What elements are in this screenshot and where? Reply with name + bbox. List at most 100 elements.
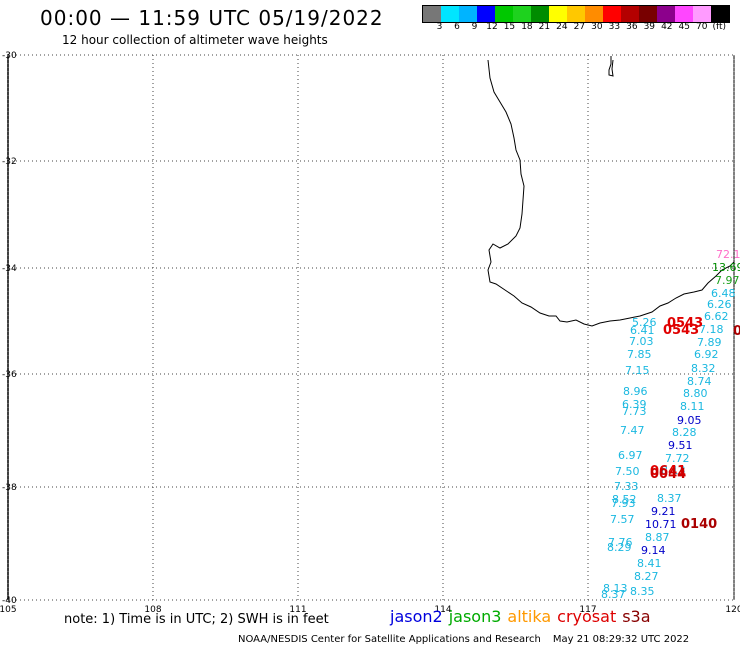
scale-label: 18 bbox=[521, 22, 533, 32]
satellite-legend: jason2 jason3 altika cryosat s3a bbox=[390, 607, 657, 626]
color-scale-bar bbox=[422, 5, 730, 23]
scale-swatch bbox=[711, 6, 729, 22]
wave-height-value: 8.13 bbox=[603, 582, 628, 595]
legend-item-jason2: jason2 bbox=[390, 607, 443, 626]
pass-time-stamp: 0140 bbox=[681, 517, 717, 532]
wave-height-value: 9.51 bbox=[668, 439, 693, 452]
scale-label: 27 bbox=[573, 22, 586, 32]
wave-height-value: 8.74 bbox=[687, 375, 712, 388]
wave-height-value: 6.92 bbox=[694, 348, 719, 361]
wave-height-value: 8.29 bbox=[607, 541, 632, 554]
wave-height-value: 7.97 bbox=[715, 274, 740, 287]
wave-height-value: 6.41 bbox=[630, 324, 655, 337]
wave-height-value: 7.76 bbox=[608, 536, 633, 549]
wave-height-value: 8.13 bbox=[661, 464, 686, 477]
lon-label: 117 bbox=[579, 605, 596, 615]
scale-label: 15 bbox=[503, 22, 516, 32]
wave-height-value: 72.16 bbox=[716, 248, 740, 261]
wave-height-value: 8.32 bbox=[691, 362, 716, 375]
lat-label: -32 bbox=[2, 157, 17, 167]
wave-height-value: 8.35 bbox=[630, 585, 655, 598]
legend-item-cryosat: cryosat bbox=[557, 607, 617, 626]
lon-label: 114 bbox=[434, 605, 451, 615]
scale-swatch bbox=[495, 6, 513, 22]
lat-label: -30 bbox=[2, 51, 17, 61]
lat-label: -40 bbox=[2, 596, 17, 606]
pass-time-stamp: 0543 bbox=[667, 316, 703, 331]
wave-height-value: 8.87 bbox=[645, 531, 670, 544]
wave-height-value: 7.73 bbox=[622, 405, 647, 418]
footer-source: NOAA/NESDIS Center for Satellite Applica… bbox=[238, 634, 541, 645]
scale-label: 33 bbox=[608, 22, 621, 32]
pass-time-stamp: 0044 bbox=[650, 467, 686, 482]
legend-item-s3a: s3a bbox=[622, 607, 651, 626]
scale-swatch bbox=[675, 6, 693, 22]
wave-height-value: 5.26 bbox=[632, 316, 657, 329]
wave-height-value: 6.26 bbox=[707, 298, 732, 311]
footer-note: note: 1) Time is in UTC; 2) SWH is in fe… bbox=[64, 612, 329, 627]
scale-label: 12 bbox=[486, 22, 498, 32]
scale-label: 6 bbox=[454, 22, 460, 32]
wave-height-value: 9.14 bbox=[641, 544, 666, 557]
wave-height-value: 10.71 bbox=[645, 518, 677, 531]
scale-swatch bbox=[585, 6, 603, 22]
wave-height-value: 8.96 bbox=[623, 385, 648, 398]
scale-label: 21 bbox=[538, 22, 551, 32]
wave-height-value: 8.11 bbox=[680, 400, 705, 413]
scale-label: 70 bbox=[696, 22, 708, 32]
lat-label: -38 bbox=[2, 483, 17, 493]
scale-label: 9 bbox=[471, 22, 478, 32]
pass-time-stamp: 0543 bbox=[663, 323, 699, 338]
lat-label: -34 bbox=[2, 264, 17, 274]
lon-label: 120 bbox=[725, 605, 740, 615]
wave-height-value: 9.05 bbox=[677, 414, 702, 427]
scale-swatch bbox=[477, 6, 495, 22]
wave-height-value: 7.93 bbox=[611, 497, 636, 510]
legend-item-altika: altika bbox=[507, 607, 552, 626]
wave-height-value: 9.21 bbox=[651, 505, 676, 518]
scale-swatch bbox=[441, 6, 459, 22]
wave-height-value: 7.72 bbox=[665, 452, 690, 465]
wave-height-value: 6.48 bbox=[711, 287, 736, 300]
wave-height-value: 7.47 bbox=[620, 424, 645, 437]
island-outline bbox=[608, 56, 614, 77]
wave-height-value: 7.89 bbox=[697, 336, 722, 349]
legend-item-jason3: jason3 bbox=[448, 607, 502, 626]
wave-height-value: 6.97 bbox=[618, 449, 643, 462]
scale-swatch bbox=[567, 6, 585, 22]
lon-label: 105 bbox=[0, 605, 17, 615]
scale-swatch bbox=[459, 6, 477, 22]
scale-label: 42 bbox=[661, 22, 673, 32]
wave-height-value: 8.52 bbox=[612, 493, 637, 506]
wave-height-value: 8.37 bbox=[601, 588, 626, 601]
pass-time-stamp: 0 bbox=[733, 324, 740, 339]
wave-height-value: 7.85 bbox=[627, 348, 652, 361]
scale-swatch bbox=[549, 6, 567, 22]
lat-label: -36 bbox=[2, 370, 17, 380]
wave-height-value: 8.37 bbox=[657, 492, 682, 505]
color-scale-labels: 3 6 9 12 15 18 21 24 27 30 33 36 39 42 45 70 (ft) bbox=[422, 22, 728, 32]
wave-height-value: 7.57 bbox=[610, 513, 635, 526]
wave-height-value: 7.18 bbox=[699, 323, 724, 336]
wave-height-value: 8.27 bbox=[634, 570, 659, 583]
scale-swatch bbox=[621, 6, 639, 22]
scale-label: 24 bbox=[556, 22, 568, 32]
scale-swatch bbox=[513, 6, 531, 22]
pass-time-stamp: 0641 bbox=[650, 464, 686, 479]
scale-label: 39 bbox=[643, 22, 656, 32]
scale-swatch bbox=[423, 6, 441, 22]
wave-height-value: 6.62 bbox=[704, 310, 729, 323]
scale-unit: (ft) bbox=[712, 22, 727, 32]
scale-swatch bbox=[531, 6, 549, 22]
wave-height-value: 8.28 bbox=[672, 426, 697, 439]
map-subtitle: 12 hour collection of altimeter wave hei… bbox=[62, 33, 328, 47]
coastline bbox=[487, 59, 735, 327]
scale-label: 45 bbox=[678, 22, 690, 32]
lon-label: 111 bbox=[289, 605, 306, 615]
wave-height-value: 7.50 bbox=[615, 465, 640, 478]
wave-height-value: 7.33 bbox=[614, 480, 639, 493]
lon-label: 108 bbox=[144, 605, 161, 615]
scale-swatch bbox=[603, 6, 621, 22]
